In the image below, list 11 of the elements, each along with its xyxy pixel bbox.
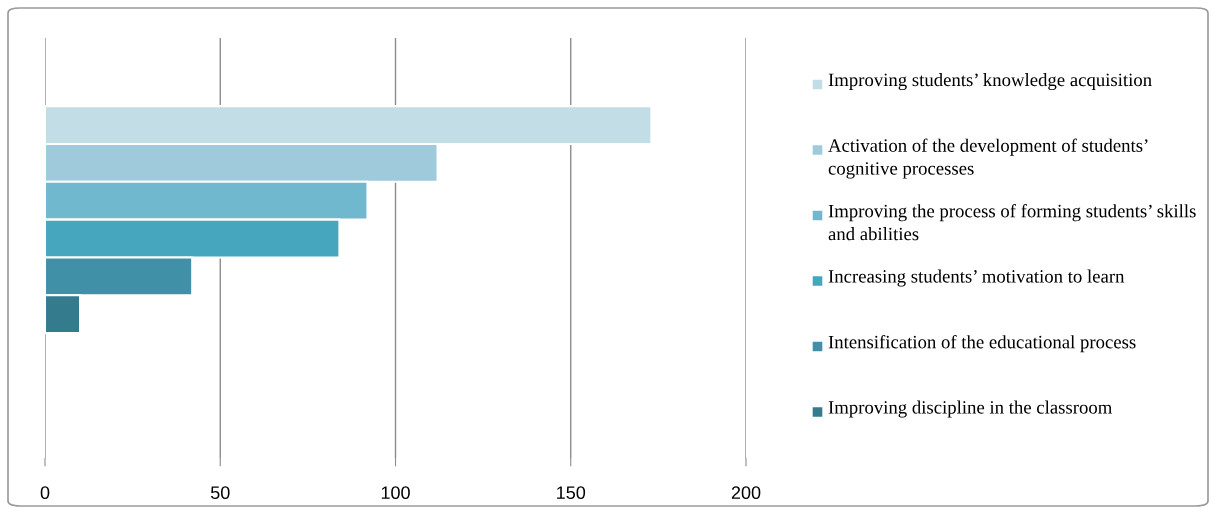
x-tick-label: 0: [40, 486, 50, 500]
legend-label: Activation of the development of students’ cognitive processes: [828, 138, 1148, 179]
legend-label: Increasing students’ motivation to learn: [828, 269, 1125, 287]
x-tick-label: 200: [731, 486, 761, 500]
legend-label: Improving the process of forming students’ skills and abilities: [828, 204, 1196, 241]
legend-label: Intensification of the educational process: [828, 335, 1136, 353]
legend-label: Improving discipline in the classroom: [828, 400, 1113, 418]
x-tick-label: 50: [210, 486, 230, 500]
x-tick-label: 100: [381, 486, 410, 500]
legend-label: Improving students’ knowledge acquisition: [828, 73, 1152, 91]
x-tick-label: 150: [557, 486, 586, 500]
